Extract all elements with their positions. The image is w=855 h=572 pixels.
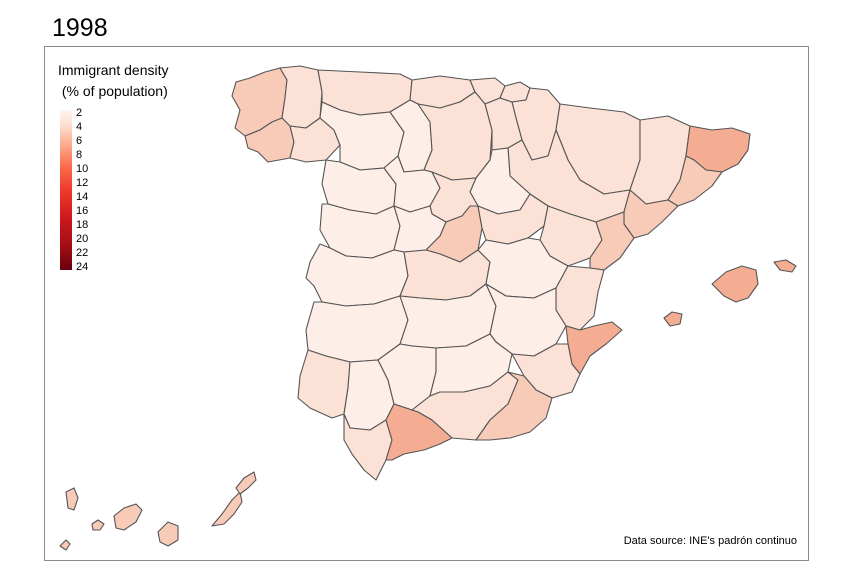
province-castellon [589,211,635,271]
province-almeria [475,371,553,441]
legend-tick: 12 [76,177,89,189]
province-canarias-el-hierro [59,539,71,551]
province-malaga [385,403,453,461]
canary-islands [59,471,257,551]
province-canarias-gran-canaria [157,521,179,547]
legend-title: Immigrant density (% of population) [58,62,169,99]
province-ourense [289,117,341,163]
province-lugo [279,65,323,129]
province-huelva [297,349,351,419]
legend-tick: 4 [76,121,83,133]
legend-tick: 18 [76,219,89,231]
map-title: 1998 [52,14,108,42]
province-baleares-ibiza [663,311,683,327]
legend-tick: 2 [76,107,83,119]
legend-tick: 16 [76,205,89,217]
province-teruel [539,205,603,267]
province-canarias-lanzarote [235,471,257,495]
province-murcia [511,343,581,399]
map-panel [44,46,809,561]
legend-tick: 22 [76,247,89,259]
balearic-islands [663,259,797,327]
province-alicante [565,321,623,375]
province-canarias-fuerteventura [211,491,243,527]
legend-tick: 24 [76,261,89,273]
province-baleares-mallorca [711,265,759,303]
data-source-caption: Data source: INE's padrón continuo [623,535,797,547]
legend-tick: 6 [76,135,83,147]
province-baleares-menorca [773,259,797,273]
legend-tick: 8 [76,149,83,161]
legend-tick: 14 [76,191,89,203]
province-canarias-la-gomera [91,519,105,531]
legend-tick: 20 [76,233,89,245]
legend-color-bar [60,110,72,270]
mainland-provinces [231,65,751,481]
province-barcelona [667,155,723,207]
province-canarias-la-palma [65,487,79,511]
legend-tick: 10 [76,163,89,175]
province-valencia [555,265,605,331]
province-canarias-tenerife [113,503,143,531]
